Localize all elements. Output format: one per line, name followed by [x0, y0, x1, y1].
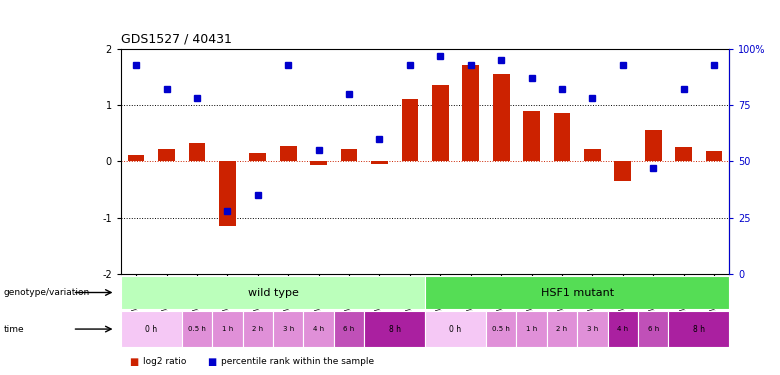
- Bar: [212, 311, 243, 347]
- Bar: [432, 86, 448, 161]
- Text: HSF1 mutant: HSF1 mutant: [541, 288, 614, 297]
- Bar: [219, 161, 236, 226]
- Bar: [158, 149, 175, 161]
- Bar: [608, 311, 638, 347]
- Bar: [645, 130, 661, 161]
- Bar: [364, 311, 425, 347]
- Text: 1 h: 1 h: [222, 326, 233, 332]
- Bar: [189, 143, 205, 161]
- Text: 3 h: 3 h: [282, 326, 294, 332]
- Bar: [615, 161, 631, 181]
- Text: 4 h: 4 h: [617, 326, 629, 332]
- Bar: [638, 311, 668, 347]
- Bar: [121, 311, 182, 347]
- Text: 8 h: 8 h: [388, 324, 401, 334]
- Text: percentile rank within the sample: percentile rank within the sample: [221, 357, 374, 366]
- Text: genotype/variation: genotype/variation: [4, 288, 90, 297]
- Text: 2 h: 2 h: [556, 326, 568, 332]
- Bar: [402, 99, 418, 161]
- Bar: [371, 161, 388, 164]
- Bar: [554, 113, 570, 161]
- Bar: [121, 276, 425, 309]
- Bar: [675, 147, 692, 161]
- Bar: [303, 311, 334, 347]
- Bar: [706, 151, 722, 161]
- Bar: [128, 154, 144, 161]
- Text: 8 h: 8 h: [693, 324, 705, 334]
- Bar: [463, 64, 479, 161]
- Bar: [280, 146, 296, 161]
- Text: GDS1527 / 40431: GDS1527 / 40431: [121, 32, 232, 45]
- Text: wild type: wild type: [247, 288, 299, 297]
- Text: 2 h: 2 h: [252, 326, 264, 332]
- Text: 0.5 h: 0.5 h: [492, 326, 510, 332]
- Bar: [577, 311, 608, 347]
- Bar: [516, 311, 547, 347]
- Bar: [547, 311, 577, 347]
- Bar: [523, 111, 540, 161]
- Bar: [243, 311, 273, 347]
- Bar: [493, 74, 509, 161]
- Text: 0 h: 0 h: [145, 324, 158, 334]
- Text: 1 h: 1 h: [526, 326, 537, 332]
- Text: log2 ratio: log2 ratio: [143, 357, 186, 366]
- Text: 6 h: 6 h: [343, 326, 355, 332]
- Bar: [273, 311, 303, 347]
- Text: 3 h: 3 h: [587, 326, 598, 332]
- Bar: [310, 161, 327, 165]
- Bar: [334, 311, 364, 347]
- Text: 4 h: 4 h: [313, 326, 324, 332]
- Bar: [425, 311, 486, 347]
- Text: 0 h: 0 h: [449, 324, 462, 334]
- Bar: [584, 149, 601, 161]
- Bar: [425, 276, 729, 309]
- Bar: [182, 311, 212, 347]
- Bar: [341, 149, 357, 161]
- Text: 6 h: 6 h: [647, 326, 659, 332]
- Text: ■: ■: [129, 357, 138, 367]
- Text: 0.5 h: 0.5 h: [188, 326, 206, 332]
- Text: ■: ■: [207, 357, 216, 367]
- Bar: [486, 311, 516, 347]
- Bar: [668, 311, 729, 347]
- Text: time: time: [4, 324, 24, 334]
- Bar: [250, 153, 266, 161]
